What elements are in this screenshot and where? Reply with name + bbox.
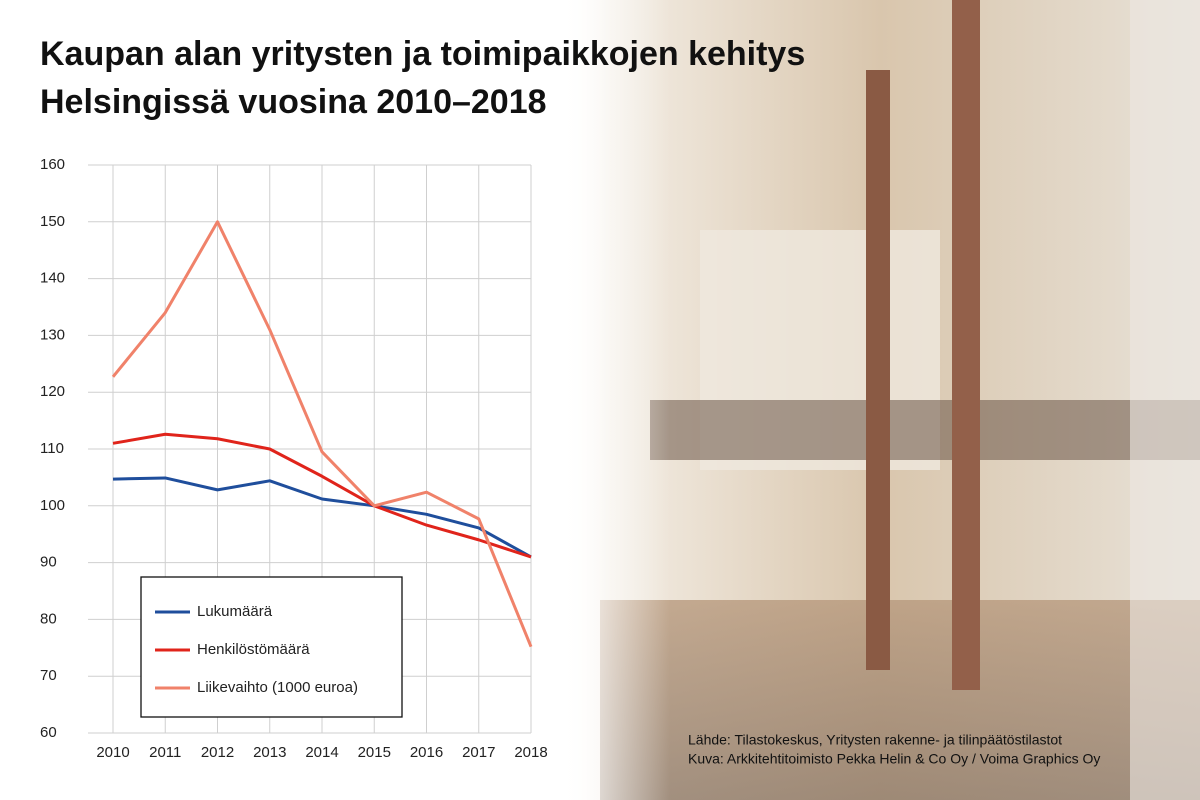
y-tick-label: 60 [40,724,57,741]
source: Lähde: Tilastokeskus, Yritysten rakenne-… [688,732,1062,748]
series-line [112,476,532,559]
x-tick-label: 2012 [201,744,234,761]
legend-label: Henkilöstömäärä [197,641,310,658]
chart-title: Kaupan alan yritysten ja toimipaikkojen … [40,35,805,73]
y-tick-label: 110 [40,440,64,457]
legend-label: Liikevaihto (1000 euroa) [197,679,358,696]
y-tick-label: 120 [40,383,65,400]
legend: Lukumäärä Henkilöstömäärä Liikevaihto (100… [155,603,358,696]
chart-title: Helsingissä vuosina 2010–2018 [40,83,547,121]
y-tick-label: 80 [40,610,57,627]
x-tick-label: 2011 [149,744,181,761]
x-tick-label: 2017 [462,744,495,761]
legend-box [140,576,403,718]
y-tick-label: 160 [40,156,65,173]
x-tick-label: 2010 [96,744,129,761]
x-tick-label: 2015 [358,744,391,761]
plot [111,220,533,648]
x-tick-label: 2018 [514,744,547,761]
source: Kuva: Arkkitehtitoimisto Pekka Helin & C… [688,751,1100,767]
x-tick-label: 2013 [253,744,286,761]
y-tick-label: 150 [40,213,65,230]
y-tick-label: 130 [40,326,65,343]
y-tick-label: 70 [40,667,57,684]
series-line [112,432,532,559]
x-tick-label: 2014 [305,744,338,761]
x-tick-label: 2016 [410,744,443,761]
y-tick-label: 140 [40,270,65,287]
y-tick-label: 100 [40,497,65,514]
series-line [111,220,533,648]
legend-label: Lukumäärä [197,603,273,620]
y-tick-label: 90 [40,554,57,571]
grid: 60 70 80 90 100 110 120 130 140 150 160 2010 2011 201… [40,156,548,761]
